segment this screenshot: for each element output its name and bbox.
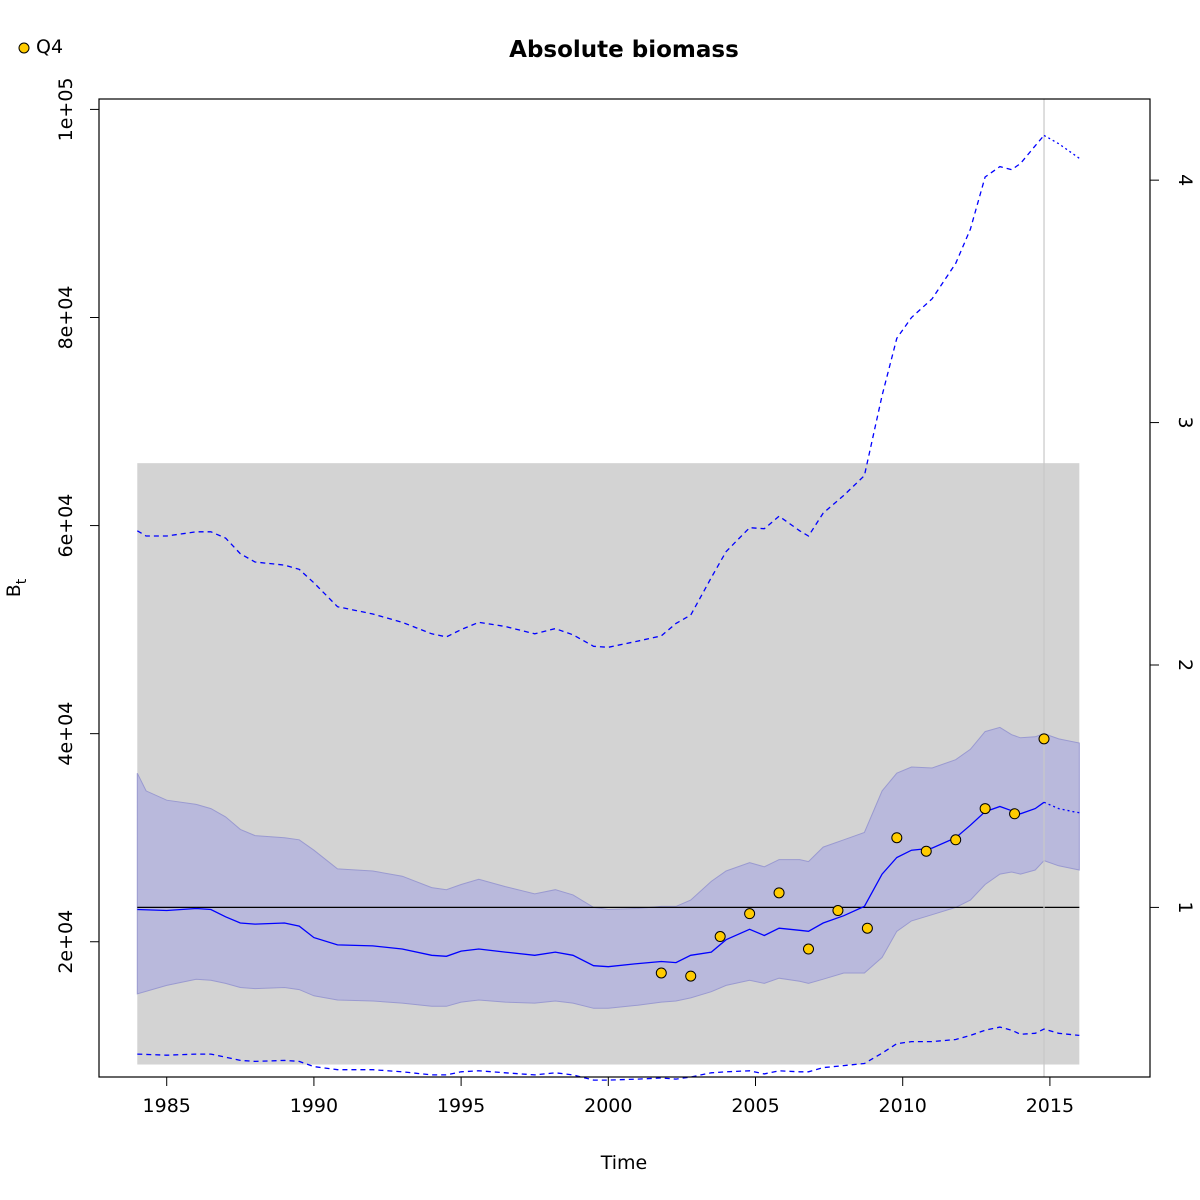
q4-point xyxy=(950,834,962,846)
y-axis-title: Bt xyxy=(3,578,30,597)
y-tick-label: 2e+04 xyxy=(55,910,77,974)
q4-point xyxy=(744,908,756,920)
legend-label-q4: Q4 xyxy=(36,36,63,58)
y-tick-label: 6e+04 xyxy=(55,494,77,558)
y2-tick-label: 1 xyxy=(1174,901,1196,913)
y-axis-title-subscript: t xyxy=(14,578,30,584)
legend-marker-q4 xyxy=(18,42,30,54)
q4-point xyxy=(685,970,697,982)
x-tick-label: 2000 xyxy=(584,1095,632,1117)
legend: Q4 xyxy=(18,36,63,58)
q4-point xyxy=(773,887,785,899)
y-tick-label: 1e+05 xyxy=(55,77,77,141)
q4-point xyxy=(832,905,844,917)
confidence-band xyxy=(136,726,1080,1009)
plot-area xyxy=(136,99,1080,1081)
y2-tick-label: 2 xyxy=(1174,659,1196,671)
q4-point xyxy=(979,803,991,815)
q4-point xyxy=(802,943,814,955)
q4-point xyxy=(714,931,726,943)
q4-point xyxy=(1009,808,1021,820)
svg-text:Bt: Bt xyxy=(3,578,30,597)
x-axis-title: Time xyxy=(600,1152,648,1174)
x-tick-label: 1995 xyxy=(437,1095,485,1117)
y-tick-label: 8e+04 xyxy=(55,286,77,350)
q4-point xyxy=(920,845,932,857)
upper-forecast-line xyxy=(1043,134,1080,159)
q4-point xyxy=(891,832,903,844)
q4-point xyxy=(655,967,667,979)
y-axis-title-main: B xyxy=(3,584,25,597)
x-tick-label: 2005 xyxy=(731,1095,779,1117)
x-tick-label: 2010 xyxy=(879,1095,927,1117)
q4-point xyxy=(861,922,873,934)
chart-title: Absolute biomass xyxy=(509,37,739,63)
y2-tick-label: 4 xyxy=(1174,174,1196,186)
axes: 1985 1990 1995 2000 2005 2010 2015 2e+04 4e+04 6e… xyxy=(55,77,1196,1117)
lower-dashed-line xyxy=(137,1026,1080,1081)
q4-point xyxy=(1038,733,1050,745)
x-tick-label: 1990 xyxy=(290,1095,338,1117)
x-tick-label: 2015 xyxy=(1026,1095,1074,1117)
biomass-estimate-line xyxy=(137,801,1045,968)
y-tick-label: 4e+04 xyxy=(55,702,77,766)
y2-tick-label: 3 xyxy=(1174,417,1196,429)
x-tick-label: 1985 xyxy=(143,1095,191,1117)
